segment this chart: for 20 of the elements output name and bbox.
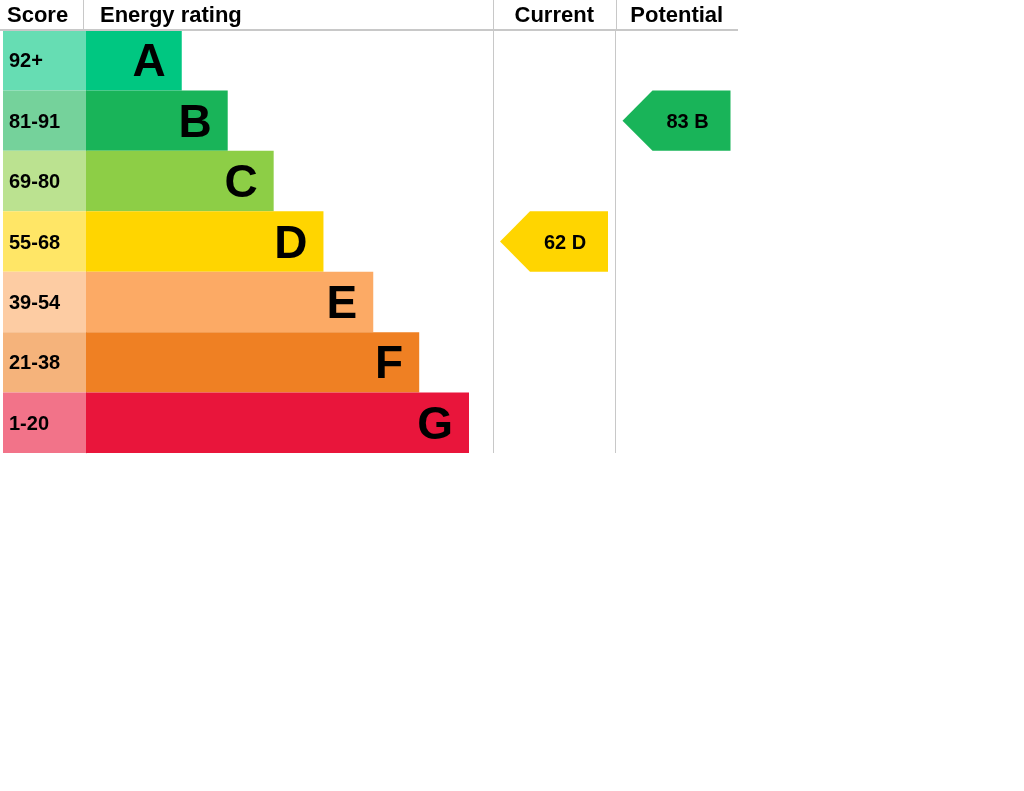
y-tick-label: 69-80 [9,170,61,193]
annotation: E [326,275,358,328]
x-tick-label: Current [514,1,595,27]
annotation: G [417,396,453,449]
annotation: B [178,94,212,147]
x-axis-title: Energy rating [100,1,242,29]
data-label: 83 B [666,109,709,132]
y-tick-label: 81-91 [9,109,61,132]
data-label: 62 D [543,230,587,253]
y-tick-label: 39-54 [9,290,62,313]
y-tick-label: 55-68 [9,230,61,253]
annotation: D [274,215,308,268]
x-tick-label: Potential [630,1,724,27]
annotation: C [224,155,258,208]
y-axis-title: Score [7,1,69,29]
y-tick-label: 92+ [9,49,43,72]
y-tick-label: 21-38 [9,351,61,374]
annotation: A [132,34,166,87]
y-tick-label: 1-20 [9,411,50,434]
annotation: F [375,336,404,389]
